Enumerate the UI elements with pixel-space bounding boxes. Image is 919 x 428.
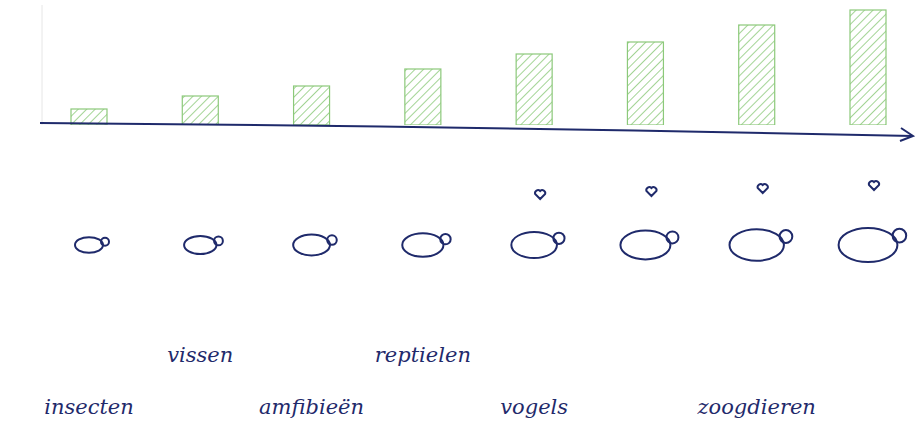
x-tick-label: zoogdieren <box>697 395 816 419</box>
icon-body <box>402 233 443 257</box>
y-range <box>42 5 43 125</box>
icon-head <box>893 229 907 243</box>
bars <box>71 10 886 125</box>
icon-body <box>293 235 330 256</box>
icon-heart <box>758 184 768 193</box>
bar <box>516 54 552 125</box>
icon-body <box>511 232 557 258</box>
icon-heart <box>869 181 879 190</box>
x-tick-label: vogels <box>500 395 568 419</box>
icon-head <box>327 235 337 245</box>
icon-body <box>184 236 216 254</box>
x-tick-label: amfibieën <box>259 395 364 419</box>
icon-body <box>620 231 670 260</box>
bar <box>739 25 775 125</box>
x-tick-label: vissen <box>167 343 233 367</box>
icon-body <box>730 229 784 260</box>
icon-heart <box>646 187 656 196</box>
icon-head <box>553 233 564 244</box>
icon-head <box>101 238 109 246</box>
icon-heart <box>535 190 545 199</box>
icon-body <box>75 237 103 253</box>
icon-head <box>214 237 223 246</box>
icon-head <box>440 234 450 244</box>
bar <box>405 69 441 125</box>
chart: insecten vissen amfibieën reptielen vogels zo… <box>0 0 919 428</box>
x-axis <box>40 123 913 136</box>
icon-body <box>839 228 898 262</box>
bar <box>627 42 663 125</box>
bar <box>294 86 330 125</box>
icons <box>75 181 906 262</box>
bar <box>182 96 218 125</box>
icon-head <box>666 231 678 243</box>
bar <box>850 10 886 125</box>
x-tick-label: reptielen <box>375 343 471 367</box>
x-axis-arrow <box>900 128 913 141</box>
icon-head <box>780 230 793 243</box>
x-tick-label: insecten <box>44 395 134 419</box>
